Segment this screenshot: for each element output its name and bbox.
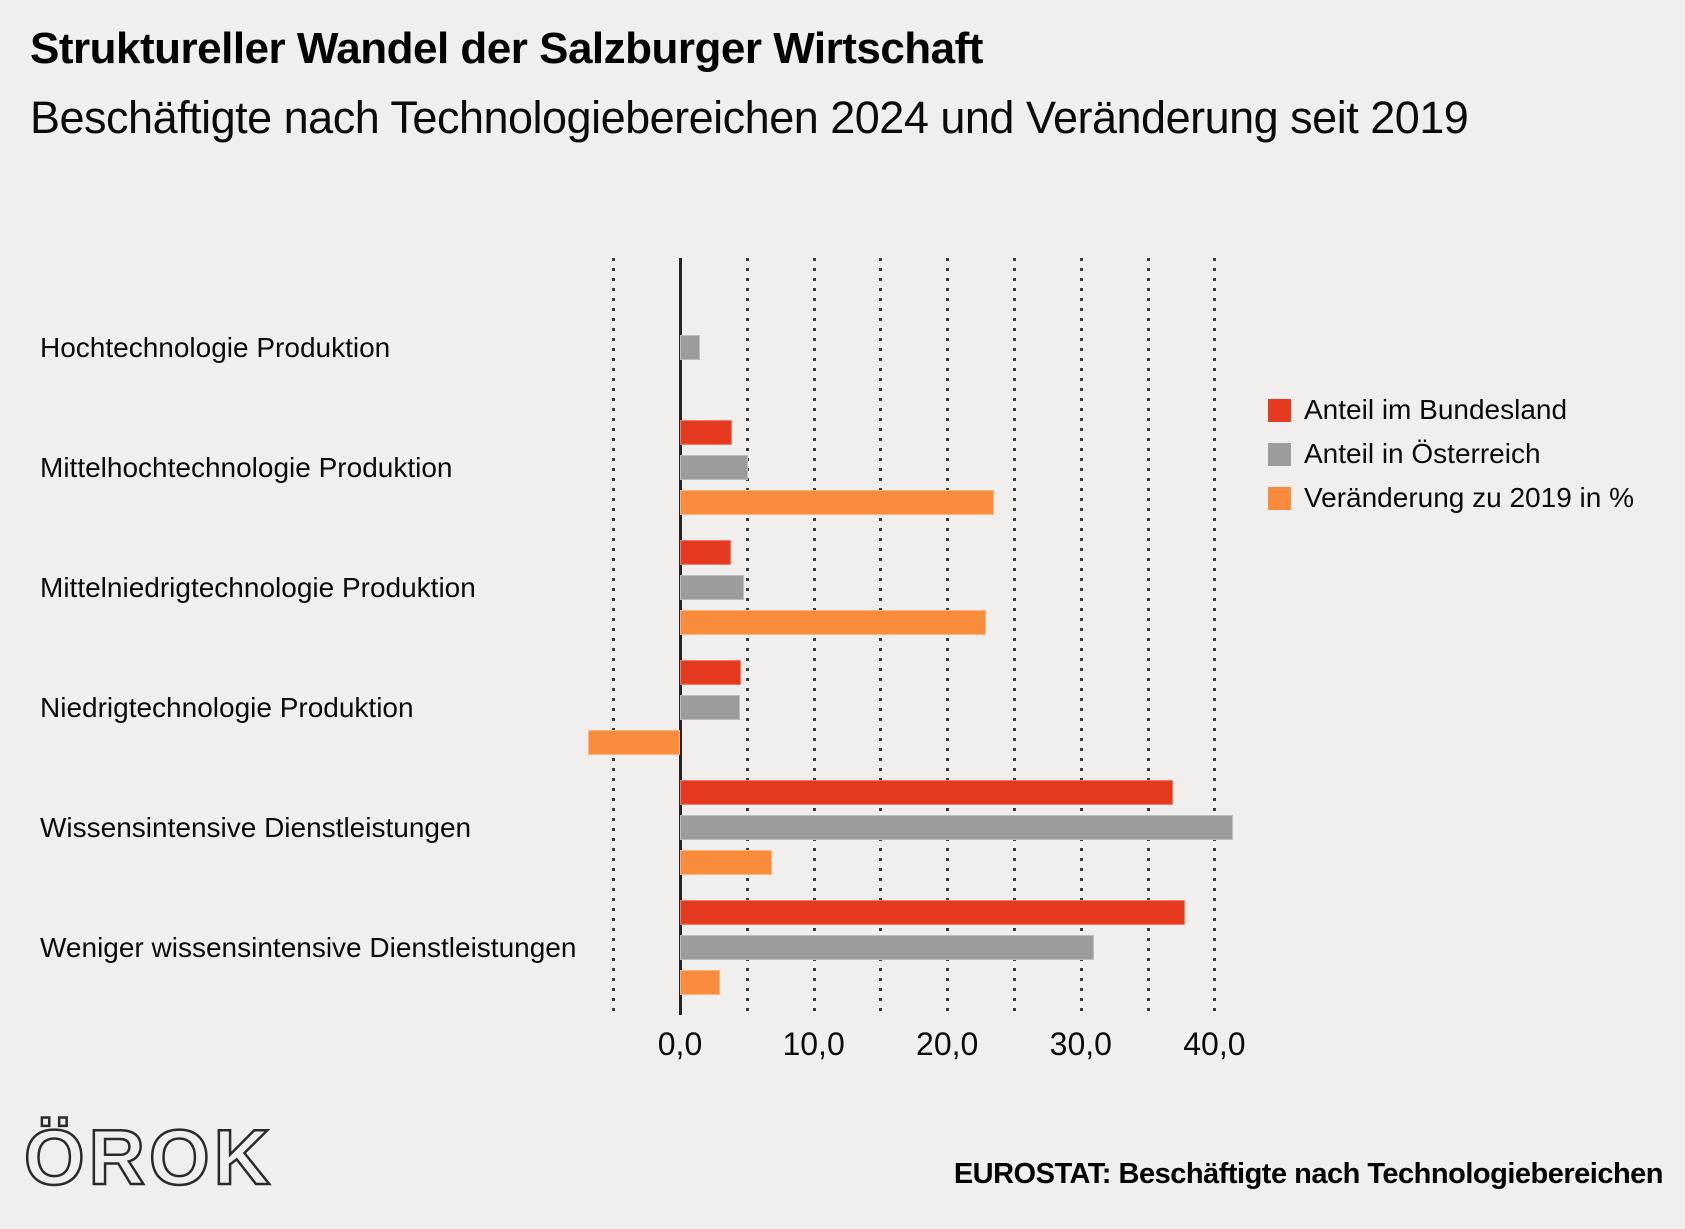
- chart-subtitle: Beschäftigte nach Technologiebereichen 2…: [30, 92, 1469, 143]
- x-tick-30: 30,0: [1049, 1026, 1112, 1062]
- x-tick-10: 10,0: [782, 1026, 845, 1062]
- bar-anteil-im-bundesland-wissensintensive-dienstleistungen: [680, 780, 1173, 805]
- gridline-30: [1079, 258, 1083, 1015]
- x-axis-tick-labels: 0,0 10,0 20,0 30,0 40,0: [540, 1026, 1250, 1066]
- bar-anteil-in-österreich-mittelniedrigtechnologie-produktion: [680, 575, 745, 600]
- gridline-35: [1146, 258, 1150, 1015]
- legend-label-anteil-im-bundesland: Anteil im Bundesland: [1304, 394, 1568, 425]
- legend: Anteil im Bundesland Anteil in Österreich…: [1268, 394, 1634, 530]
- bar-veränderung-zu-2019-in-mittelhochtechnologie-produktion: [680, 490, 994, 515]
- bar-anteil-in-österreich-hochtechnologie-produktion: [680, 335, 701, 360]
- bar-anteil-in-österreich-mittelhochtechnologie-produktion: [680, 455, 749, 480]
- x-tick-20: 20,0: [916, 1026, 979, 1062]
- bar-anteil-in-österreich-niedrigtechnologie-produktion: [680, 695, 741, 720]
- category-labels: Hochtechnologie Produktion Mittelhochtech…: [40, 258, 576, 1015]
- source-text: EUROSTAT: Beschäftigte nach Technologieb…: [953, 1158, 1664, 1190]
- bar-veränderung-zu-2019-in-niedrigtechnologie-produktion: [587, 730, 680, 755]
- bar-veränderung-zu-2019-in-mittelniedrigtechnologie-produktion: [680, 610, 986, 635]
- legend-item-anteil-im-bundesland: Anteil im Bundesland: [1268, 394, 1634, 425]
- legend-item-veränderung-zu-2019-in: Veränderung zu 2019 in %: [1268, 482, 1634, 513]
- gridline--5: [612, 258, 616, 1015]
- bar-anteil-in-österreich-wissensintensive-dienstleistungen: [680, 815, 1234, 840]
- gridline-25: [1013, 258, 1016, 1015]
- bar-anteil-im-bundesland-mittelhochtechnologie-produktion: [680, 420, 733, 445]
- bar-veränderung-zu-2019-in-wissensintensive-dienstleistungen: [680, 850, 773, 875]
- bar-veränderung-zu-2019-in-weniger-wissensintensive-dienstleistungen: [680, 970, 721, 995]
- legend-swatch-anteil-in-österreich: [1268, 442, 1291, 466]
- gridline-5: [745, 258, 749, 1015]
- legend-swatch-veränderung-zu-2019-in: [1268, 486, 1291, 510]
- legend-swatch-anteil-im-bundesland: [1268, 398, 1291, 422]
- category-label-weniger-wissensintensive-dienstleistungen: Weniger wissensintensive Dienstleistunge…: [40, 931, 577, 963]
- category-label-niedrigtechnologie-produktion: Niedrigtechnologie Produktion: [40, 691, 414, 723]
- chart-plot-area: 0,0 10,0 20,0 30,0 40,0: [540, 258, 1250, 1062]
- gridline-40: [1213, 258, 1217, 1015]
- bar-anteil-im-bundesland-weniger-wissensintensive-dienstleistungen: [680, 900, 1185, 925]
- gridline-20: [946, 258, 950, 1015]
- category-label-mittelniedrigtechnologie-produktion: Mittelniedrigtechnologie Produktion: [40, 571, 476, 603]
- gridline-15: [879, 258, 883, 1015]
- category-label-mittelhochtechnologie-produktion: Mittelhochtechnologie Produktion: [40, 451, 453, 483]
- gridline-10: [812, 258, 816, 1015]
- x-tick-0: 0,0: [657, 1026, 703, 1062]
- bar-anteil-in-österreich-weniger-wissensintensive-dienstleistungen: [680, 935, 1095, 960]
- bar-anteil-im-bundesland-mittelniedrigtechnologie-produktion: [680, 540, 731, 565]
- orok-logo: ÖROK: [23, 1112, 274, 1203]
- category-label-wissensintensive-dienstleistungen: Wissensintensive Dienstleistungen: [40, 811, 472, 843]
- x-tick-40: 40,0: [1183, 1026, 1246, 1062]
- zero-axis-line: [679, 258, 682, 1015]
- legend-label-anteil-in-österreich: Anteil in Österreich: [1304, 438, 1541, 469]
- bar-anteil-im-bundesland-niedrigtechnologie-produktion: [680, 660, 742, 685]
- legend-item-anteil-in-österreich: Anteil in Österreich: [1268, 438, 1634, 469]
- category-label-hochtechnologie-produktion: Hochtechnologie Produktion: [40, 331, 391, 363]
- chart-title: Struktureller Wandel der Salzburger Wirt…: [30, 24, 983, 73]
- legend-label-veränderung-zu-2019-in: Veränderung zu 2019 in %: [1304, 482, 1635, 513]
